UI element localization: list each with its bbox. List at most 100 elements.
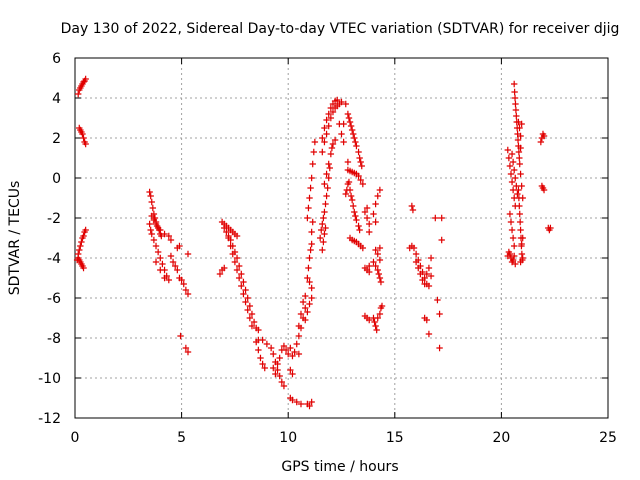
data-point bbox=[227, 242, 234, 250]
data-point bbox=[261, 364, 268, 372]
data-point bbox=[238, 270, 245, 278]
data-point bbox=[246, 314, 254, 322]
data-point bbox=[508, 226, 516, 234]
data-point bbox=[295, 322, 303, 330]
data-point bbox=[172, 262, 179, 270]
data-point bbox=[167, 252, 175, 260]
data-point bbox=[432, 214, 439, 222]
data-point bbox=[302, 304, 309, 312]
data-point bbox=[357, 158, 364, 166]
data-point bbox=[371, 318, 378, 326]
data-point bbox=[355, 172, 362, 180]
data-point bbox=[306, 300, 313, 308]
data-point bbox=[240, 278, 247, 286]
data-point bbox=[334, 96, 341, 104]
data-point bbox=[409, 206, 417, 214]
data-point bbox=[285, 350, 292, 358]
data-point bbox=[287, 366, 294, 374]
data-point bbox=[309, 160, 316, 168]
data-point bbox=[510, 80, 518, 88]
data-points bbox=[73, 75, 554, 410]
data-point bbox=[355, 222, 362, 230]
data-point bbox=[169, 258, 177, 266]
data-point bbox=[415, 264, 422, 272]
data-point bbox=[327, 104, 335, 112]
data-point bbox=[244, 294, 251, 302]
data-point bbox=[517, 170, 524, 178]
data-point bbox=[507, 218, 515, 226]
data-point bbox=[76, 246, 83, 254]
data-point bbox=[161, 230, 168, 238]
data-point bbox=[184, 290, 192, 298]
data-point bbox=[323, 192, 330, 200]
data-point bbox=[376, 186, 384, 194]
data-point bbox=[255, 326, 262, 334]
data-point bbox=[308, 174, 315, 182]
data-point bbox=[184, 250, 192, 258]
data-point bbox=[325, 122, 332, 130]
data-point bbox=[516, 218, 524, 226]
data-point bbox=[287, 344, 294, 352]
data-point bbox=[77, 242, 84, 250]
data-point bbox=[289, 396, 296, 404]
data-point bbox=[304, 308, 311, 316]
data-point bbox=[366, 316, 373, 324]
data-point bbox=[518, 120, 525, 128]
data-point bbox=[326, 164, 333, 172]
data-point bbox=[425, 330, 433, 338]
data-point bbox=[325, 174, 332, 182]
axis-ticks: 0 5 10 15 20 25 -12 -10 -8 -6 -4 -2 0 2 4 6 bbox=[38, 51, 617, 446]
data-point bbox=[321, 208, 328, 216]
data-point bbox=[304, 274, 311, 282]
data-point bbox=[319, 246, 326, 254]
x-tick-label: 0 bbox=[71, 430, 80, 446]
data-point bbox=[377, 278, 385, 286]
data-point bbox=[329, 108, 337, 116]
x-tick-label: 10 bbox=[279, 430, 297, 446]
data-point bbox=[347, 122, 355, 130]
data-point bbox=[80, 264, 87, 272]
data-point bbox=[412, 250, 420, 258]
x-axis-label: GPS time / hours bbox=[281, 459, 398, 475]
data-point bbox=[363, 214, 371, 222]
data-point bbox=[320, 238, 327, 246]
data-point bbox=[506, 250, 514, 258]
data-point bbox=[308, 398, 315, 406]
data-point bbox=[514, 136, 522, 144]
data-point bbox=[167, 236, 175, 244]
data-point bbox=[374, 250, 381, 258]
data-point bbox=[355, 148, 362, 156]
data-point bbox=[323, 116, 330, 124]
data-point bbox=[270, 350, 277, 358]
data-point bbox=[146, 220, 153, 228]
data-point bbox=[82, 226, 89, 234]
data-point bbox=[221, 264, 228, 272]
data-point bbox=[161, 274, 168, 282]
y-axis-label: SDTVAR / TECUs bbox=[7, 181, 23, 296]
data-point bbox=[216, 270, 224, 278]
data-point bbox=[221, 224, 228, 232]
data-point bbox=[307, 184, 314, 192]
data-point bbox=[537, 138, 545, 146]
y-tick-label: 6 bbox=[52, 51, 61, 67]
data-point bbox=[242, 298, 249, 306]
data-point bbox=[519, 234, 526, 242]
data-point bbox=[366, 228, 373, 236]
data-point bbox=[178, 276, 185, 284]
data-point bbox=[517, 144, 524, 152]
data-point bbox=[79, 130, 86, 138]
data-point bbox=[540, 186, 548, 194]
data-point bbox=[174, 266, 181, 274]
data-point bbox=[547, 224, 554, 232]
data-point bbox=[150, 216, 158, 224]
data-point bbox=[80, 134, 87, 142]
data-point bbox=[302, 316, 309, 324]
data-point bbox=[372, 322, 379, 330]
data-point bbox=[346, 118, 354, 126]
data-point bbox=[370, 258, 377, 266]
data-point bbox=[412, 258, 420, 266]
data-point bbox=[223, 228, 230, 236]
data-point bbox=[344, 158, 352, 166]
data-point bbox=[376, 274, 384, 282]
